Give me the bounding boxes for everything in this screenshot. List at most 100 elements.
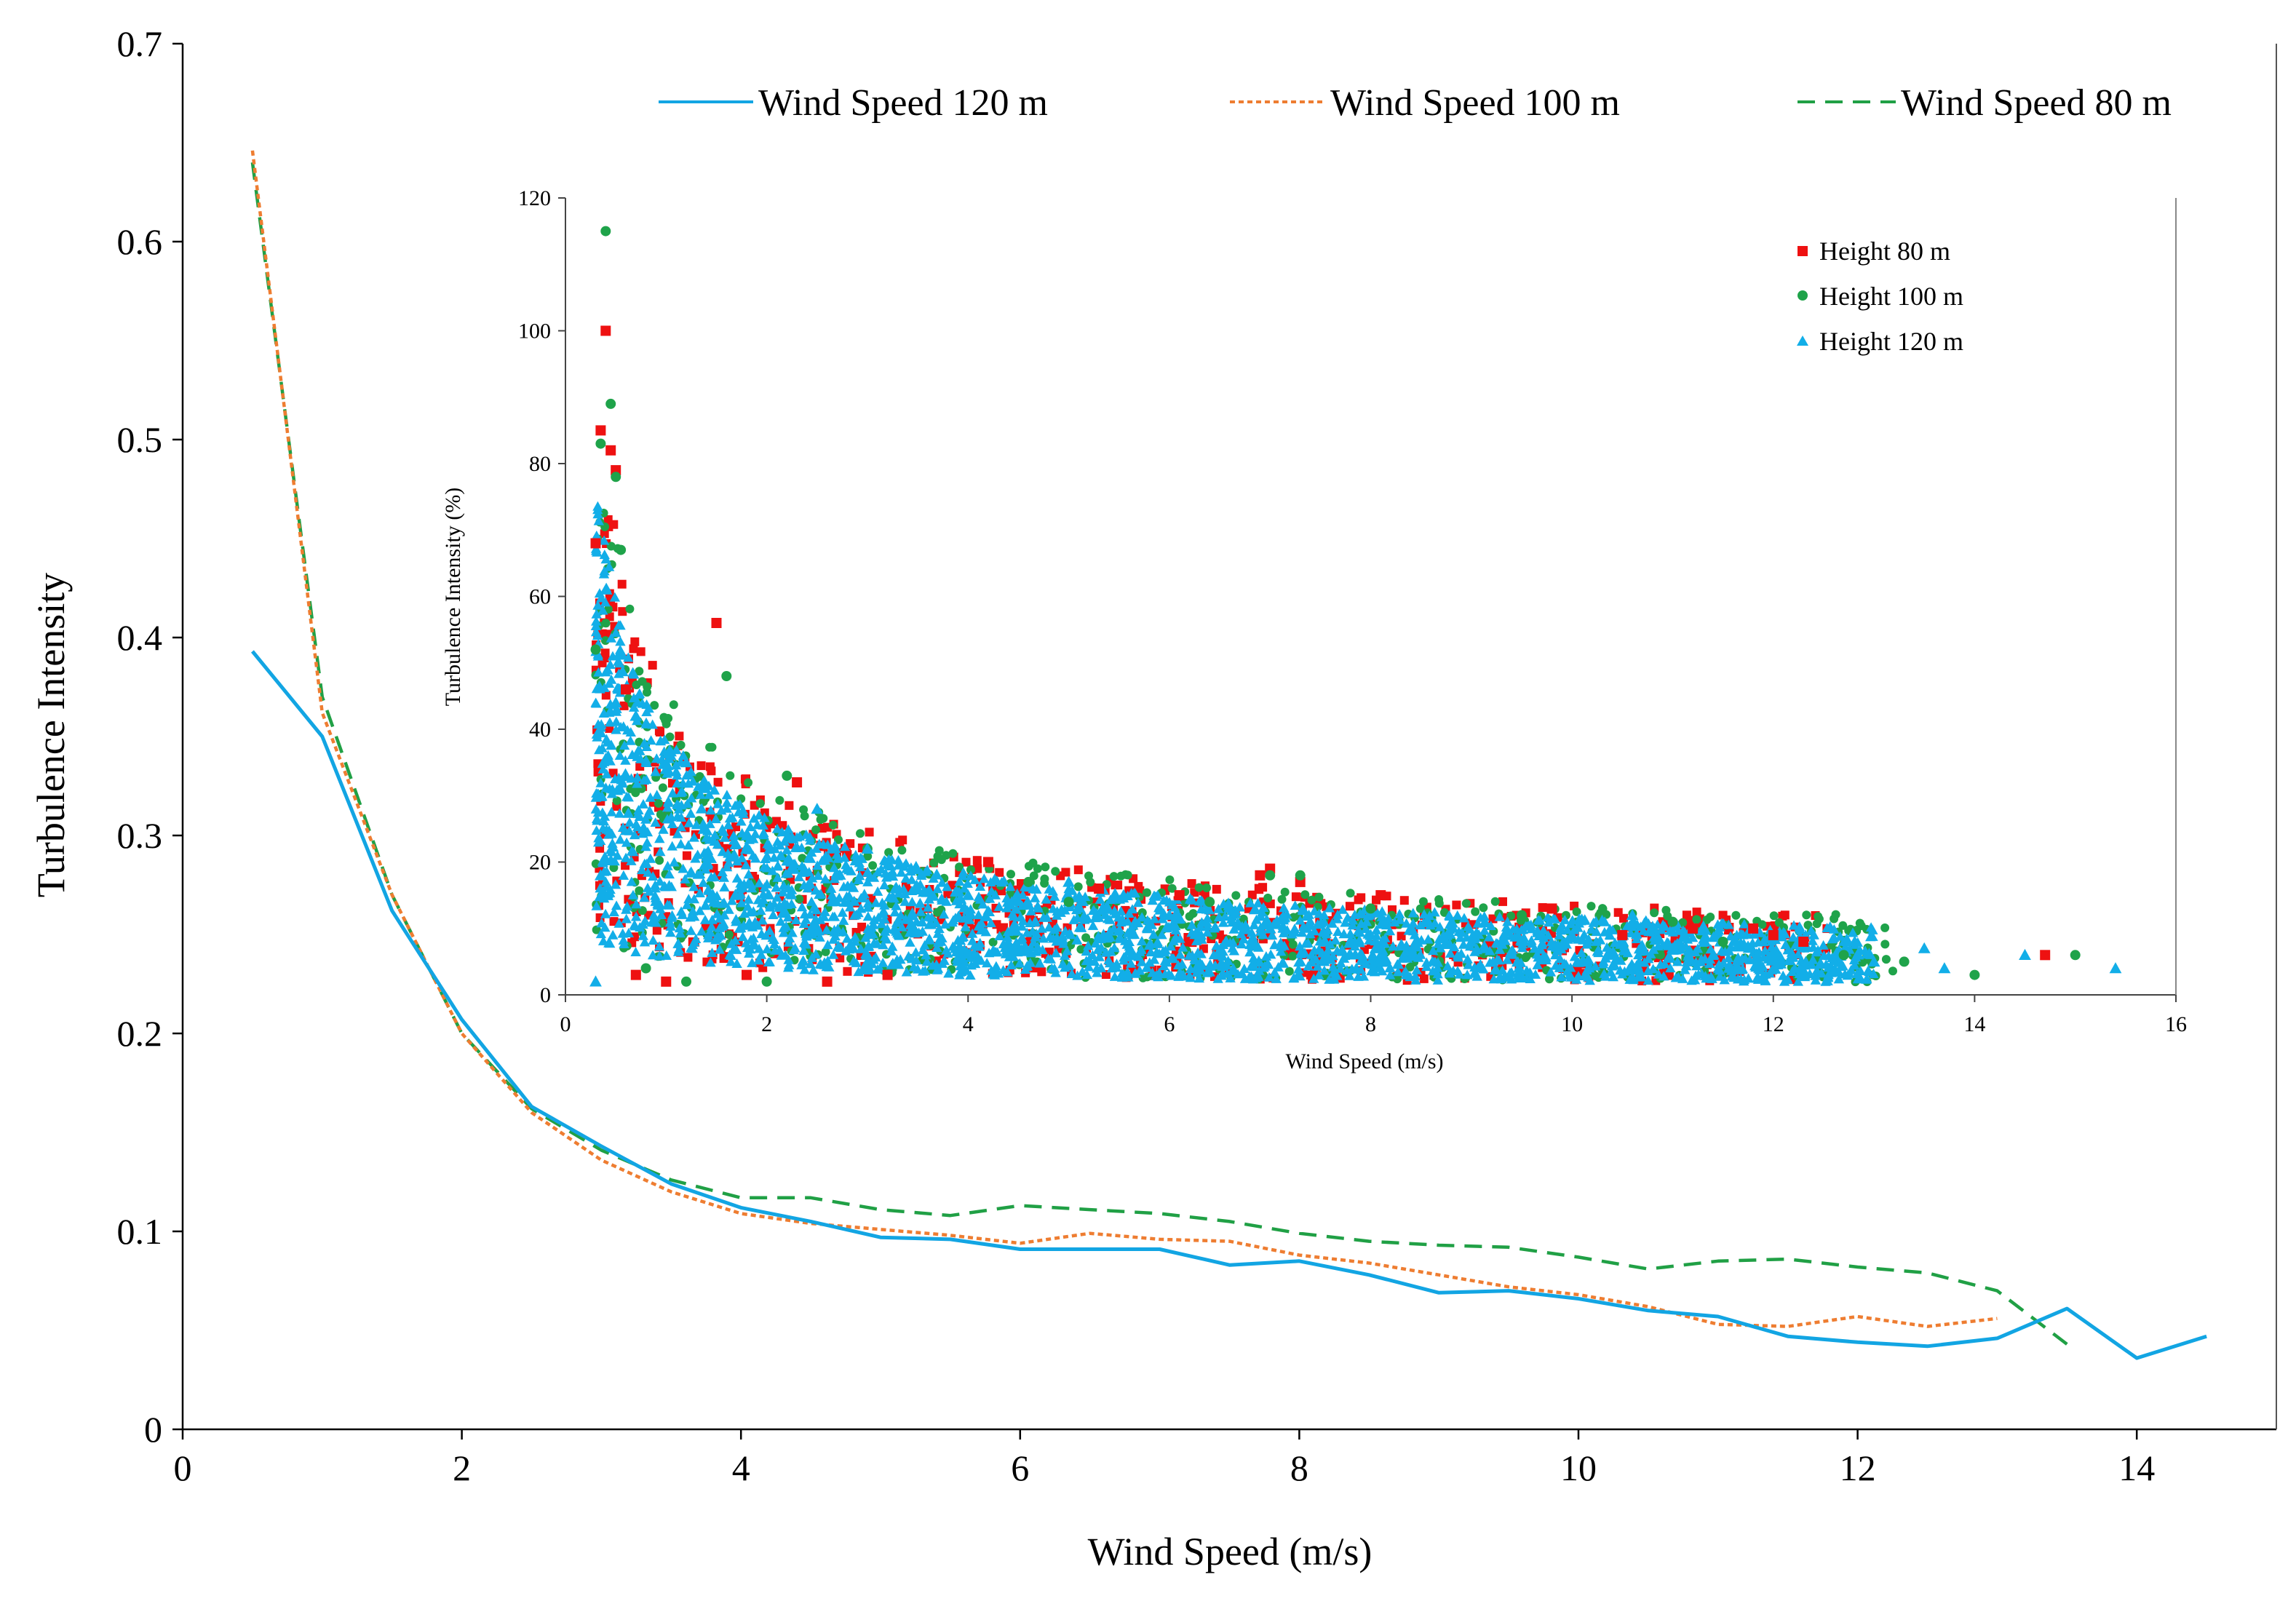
- inset-legend-item-120m: Height 120 m: [1797, 327, 1963, 356]
- cloud-point-120m: [855, 903, 867, 913]
- cloud-point-120m: [886, 861, 897, 871]
- cloud-point-120m: [1081, 956, 1092, 966]
- cloud-point-120m: [966, 908, 977, 918]
- cloud-point-80m: [719, 954, 728, 963]
- cloud-point-120m: [737, 932, 748, 942]
- cloud-point-120m: [1195, 921, 1206, 932]
- cloud-point-120m: [1526, 938, 1538, 948]
- cloud-point-120m: [736, 816, 747, 826]
- cloud-point-120m: [1129, 968, 1140, 978]
- cloud-point-120m: [959, 957, 971, 967]
- cloud-point-100m: [612, 796, 621, 806]
- cloud-point-120m: [638, 822, 649, 832]
- cloud-point-120m: [645, 792, 656, 802]
- point-height-120-m: [1938, 962, 1951, 974]
- cloud-point-120m: [1038, 912, 1049, 922]
- cloud-point-120m: [826, 883, 837, 893]
- cloud-point-120m: [907, 897, 918, 907]
- cloud-point-120m: [595, 777, 606, 787]
- cloud-point-120m: [1196, 904, 1207, 913]
- cloud-point-120m: [1432, 957, 1444, 967]
- cloud-point-120m: [1227, 917, 1238, 927]
- cloud-point-100m: [1006, 870, 1015, 879]
- cloud-point-120m: [867, 958, 878, 969]
- cloud-point-120m: [1725, 965, 1737, 975]
- cloud-point-120m: [849, 932, 861, 942]
- cloud-point-120m: [1108, 923, 1119, 933]
- cloud-point-120m: [1314, 936, 1325, 946]
- cloud-point-120m: [1127, 904, 1138, 914]
- cloud-point-120m: [1269, 940, 1280, 950]
- legend-label-120m: Wind Speed 120 m: [758, 82, 1048, 124]
- cloud-point-120m: [591, 729, 603, 739]
- cloud-point-120m: [726, 956, 736, 966]
- cloud-point-120m: [833, 853, 843, 863]
- cloud-point-100m: [1802, 910, 1811, 920]
- point-height-120-m: [2109, 962, 2122, 974]
- point-height-120-m: [595, 869, 607, 881]
- cloud-point-120m: [1680, 964, 1691, 974]
- point-height-100-m: [595, 438, 606, 449]
- cloud-point-120m: [1605, 924, 1616, 934]
- cloud-point-120m: [1718, 918, 1729, 928]
- cloud-point-120m: [1160, 945, 1171, 955]
- cloud-point-120m: [1312, 961, 1323, 971]
- cloud-point-120m: [1012, 894, 1022, 905]
- inset-legend-label-120m: Height 120 m: [1819, 327, 1963, 356]
- cloud-point-120m: [620, 769, 631, 779]
- cloud-point-120m: [881, 934, 892, 944]
- cloud-point-80m: [1212, 884, 1221, 894]
- inset-y-tick-label: 60: [529, 585, 551, 609]
- cloud-point-120m: [819, 959, 830, 969]
- cloud-point-100m: [736, 794, 746, 803]
- cloud-point-120m: [774, 840, 786, 850]
- cloud-point-120m: [848, 956, 859, 966]
- cloud-point-120m: [1132, 918, 1144, 928]
- cloud-point-120m: [1463, 959, 1474, 969]
- cloud-point-120m: [600, 876, 611, 886]
- cloud-point-120m: [1025, 942, 1036, 952]
- cloud-point-120m: [678, 863, 688, 873]
- cloud-point-120m: [1394, 914, 1405, 924]
- main-x-tick-label: 4: [732, 1448, 750, 1488]
- cloud-point-120m: [1501, 922, 1512, 932]
- cloud-point-120m: [878, 905, 889, 916]
- cloud-point-120m: [1576, 916, 1586, 926]
- cloud-point-120m: [718, 872, 729, 882]
- cloud-point-120m: [1059, 950, 1070, 960]
- cloud-point-120m: [598, 708, 609, 718]
- cloud-point-120m: [769, 945, 781, 955]
- cloud-point-120m: [702, 859, 713, 870]
- cloud-point-120m: [1556, 972, 1567, 982]
- cloud-point-120m: [1388, 941, 1399, 951]
- cloud-point-120m: [592, 600, 603, 610]
- cloud-point-100m: [1116, 871, 1126, 881]
- cloud-point-100m: [625, 604, 635, 614]
- point-height-100-m: [721, 671, 732, 681]
- cloud-point-120m: [1545, 966, 1557, 977]
- cloud-point-120m: [1050, 948, 1062, 958]
- cloud-point-100m: [635, 667, 644, 676]
- point-height-120-m: [1163, 909, 1176, 921]
- cloud-point-120m: [1816, 968, 1827, 978]
- cloud-point-120m: [1153, 967, 1165, 977]
- cloud-point-120m: [1287, 929, 1298, 939]
- point-height-80-m: [661, 976, 672, 987]
- cloud-point-120m: [665, 921, 676, 931]
- cloud-point-120m: [1808, 942, 1819, 952]
- cloud-point-120m: [611, 724, 621, 734]
- cloud-point-120m: [776, 908, 788, 918]
- cloud-point-120m: [1252, 897, 1263, 908]
- point-height-80-m: [621, 684, 631, 695]
- point-height-80-m: [1546, 903, 1557, 914]
- cloud-point-120m: [1663, 937, 1674, 948]
- cloud-point-120m: [1332, 913, 1343, 924]
- cloud-point-100m: [934, 846, 944, 855]
- cloud-point-120m: [1324, 902, 1335, 913]
- cloud-point-120m: [1260, 951, 1272, 961]
- cloud-point-80m: [1187, 879, 1196, 888]
- cloud-point-120m: [706, 921, 717, 932]
- cloud-point-120m: [600, 667, 611, 677]
- cloud-point-120m: [672, 770, 683, 780]
- cloud-point-120m: [695, 803, 707, 814]
